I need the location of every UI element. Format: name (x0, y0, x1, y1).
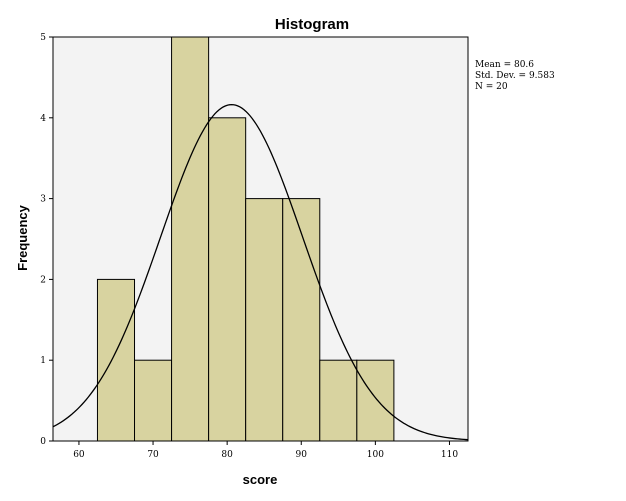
histogram-bar-8 (356, 359, 395, 442)
y-tick-label: 2 (40, 275, 46, 285)
y-tick-label: 3 (40, 195, 46, 205)
x-axis-label: score (243, 472, 278, 487)
histogram-bar-5 (245, 198, 284, 442)
x-tick-label: 80 (221, 450, 233, 460)
x-tick-label: 110 (441, 450, 458, 460)
normal-curve (52, 103, 469, 441)
y-tick-label: 5 (40, 33, 46, 43)
x-tick-label: 90 (296, 450, 308, 460)
histogram-bar-1 (96, 278, 136, 442)
stats-box: Mean = 80.6 Std. Dev. = 9.583 N = 20 (475, 60, 555, 92)
stats-std-dev: Std. Dev. = 9.583 (475, 71, 555, 81)
x-tick-label: 70 (147, 450, 159, 460)
y-tick-label: 4 (40, 114, 46, 124)
y-ticks-layer: 0 1 2 3 4 5 (40, 33, 53, 447)
y-tick-label: 1 (40, 356, 46, 366)
stats-n: N = 20 (475, 82, 508, 92)
x-tick-label: 100 (367, 450, 384, 460)
histogram-bar-4 (208, 117, 247, 442)
stats-mean: Mean = 80.6 (475, 60, 534, 70)
x-tick-label: 60 (73, 450, 85, 460)
histogram-bar-3 (171, 36, 210, 442)
chart-title: Histogram (275, 16, 349, 33)
x-ticks-layer: 60 70 80 90 100 110 (73, 441, 458, 460)
bars-layer (96, 36, 395, 442)
histogram-bar-7 (319, 359, 358, 442)
y-axis-label: Frequency (15, 204, 30, 271)
y-tick-label: 0 (40, 437, 46, 447)
histogram-bar-2 (134, 359, 173, 442)
